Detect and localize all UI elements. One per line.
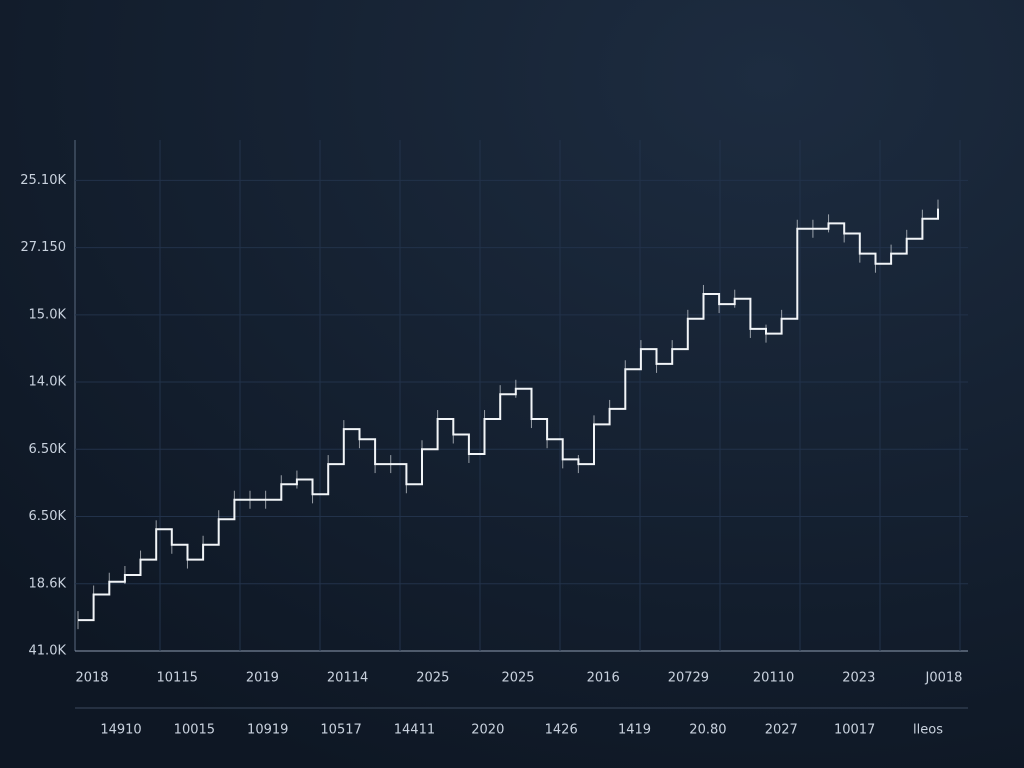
x-tick-label: 1426 (545, 723, 578, 738)
y-tick-label: 15.0K (29, 307, 67, 322)
x-tick-label: 10517 (320, 723, 361, 738)
x-tick-label: 20729 (668, 671, 709, 686)
y-tick-label: 25.10K (20, 173, 66, 188)
x-tick-label: 10017 (834, 723, 875, 738)
x-tick-label: 2023 (842, 671, 875, 686)
x-tick-label: 10015 (174, 723, 215, 738)
x-tick-label: 10115 (157, 671, 198, 686)
x-tick-label: 14910 (100, 723, 141, 738)
y-tick-label: 41.0K (29, 644, 67, 659)
y-tick-label: 18.6K (29, 576, 67, 591)
x-tick-label: 14411 (394, 723, 435, 738)
x-tick-label: 10919 (247, 723, 288, 738)
y-tick-label: 6.50K (29, 442, 67, 457)
x-tick-label: 2025 (416, 671, 449, 686)
x-tick-label: 20110 (753, 671, 794, 686)
x-tick-label: J0018 (925, 671, 963, 686)
x-tick-label: 2020 (471, 723, 504, 738)
y-tick-label: 27.150 (21, 240, 67, 255)
x-tick-label: 2025 (501, 671, 534, 686)
x-tick-label: 1419 (618, 723, 651, 738)
y-tick-label: 6.50K (29, 509, 67, 524)
x-tick-label: lleos (913, 723, 943, 738)
x-tick-label: 2016 (587, 671, 620, 686)
x-tick-label: 2018 (75, 671, 108, 686)
x-tick-label: 2027 (765, 723, 798, 738)
y-tick-label: 14.0K (29, 375, 67, 390)
x-tick-label: 20.80 (689, 723, 726, 738)
x-tick-label: 20114 (327, 671, 368, 686)
x-tick-label: 2019 (246, 671, 279, 686)
